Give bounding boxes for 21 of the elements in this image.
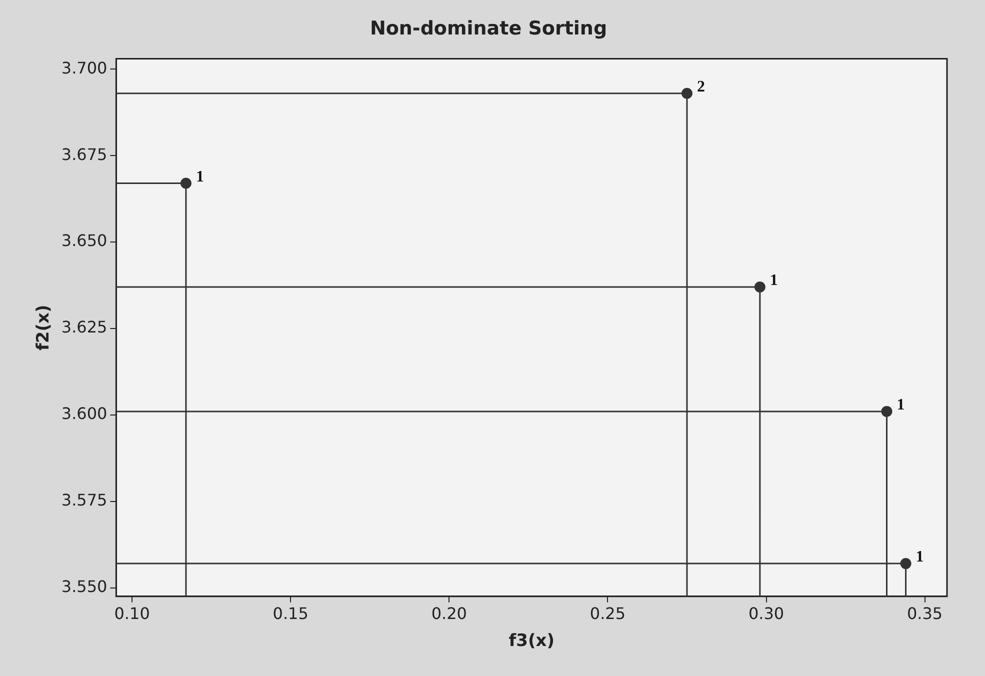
x-tick-label: 0.20	[431, 604, 467, 624]
annotation: 1	[896, 396, 905, 414]
annotation: 1	[770, 272, 778, 290]
x-tick-label: 0.30	[748, 604, 784, 624]
annotation: 2	[696, 78, 705, 96]
y-tick-label: 3.550	[61, 576, 108, 596]
y-tick-label: 3.700	[61, 58, 108, 78]
y-tick-label: 3.625	[61, 318, 108, 337]
annotation: 1	[916, 548, 924, 566]
y-tick-label: 3.650	[61, 231, 108, 250]
x-tick-label: 0.35	[906, 604, 943, 624]
y-tick-label: 3.600	[61, 404, 108, 424]
annotation: 1	[196, 168, 204, 186]
x-tick-label: 0.25	[590, 604, 626, 624]
y-tick-label: 3.675	[61, 144, 108, 164]
chart-title: Non-dominate Sorting	[370, 17, 608, 40]
y-tick-label: 3.575	[61, 490, 108, 510]
x-tick-label: 0.15	[272, 604, 308, 624]
x-tick-label: 0.10	[114, 604, 150, 624]
y-axis-title: f2(x)	[34, 304, 54, 350]
x-axis-title: f3(x)	[508, 631, 554, 652]
